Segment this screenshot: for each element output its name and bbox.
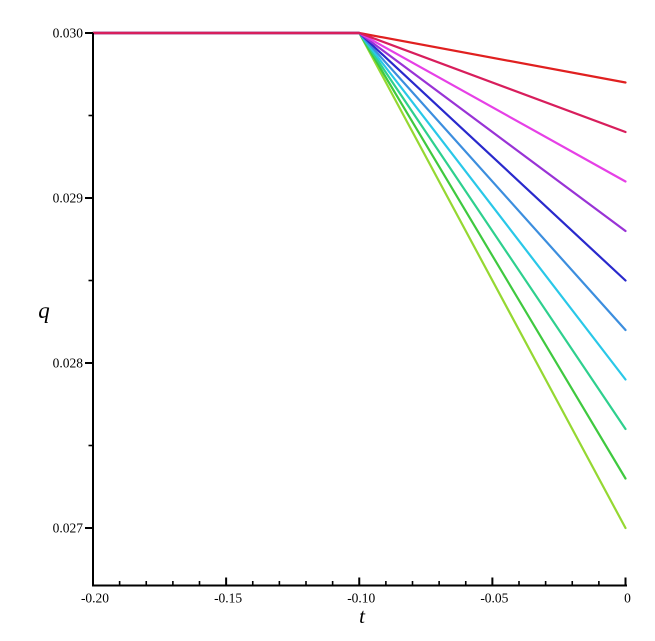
series-red-line bbox=[91, 31, 627, 84]
series-yellow-green-line bbox=[91, 31, 627, 530]
series-blue-line bbox=[91, 31, 627, 282]
y-axis-label: q bbox=[38, 298, 50, 323]
x-tick-label: -0.10 bbox=[347, 591, 375, 606]
series-green-line bbox=[91, 31, 627, 480]
x-tick-label: -0.20 bbox=[81, 591, 109, 606]
series-spring-green-line bbox=[91, 31, 627, 431]
x-tick-label: -0.15 bbox=[214, 591, 242, 606]
series-azure-line bbox=[91, 31, 627, 332]
x-tick-label: 0 bbox=[624, 591, 631, 606]
series-purple-line bbox=[91, 31, 627, 233]
y-tick-label: 0.028 bbox=[53, 356, 84, 371]
y-tick-label: 0.030 bbox=[53, 26, 84, 41]
x-axis-label: t bbox=[359, 604, 365, 628]
y-tick-label: 0.029 bbox=[53, 191, 84, 206]
series-magenta-line bbox=[91, 31, 627, 183]
x-tick-label: -0.05 bbox=[480, 591, 508, 606]
y-tick-label: 0.027 bbox=[53, 521, 84, 536]
series-crimson-line bbox=[91, 31, 627, 134]
